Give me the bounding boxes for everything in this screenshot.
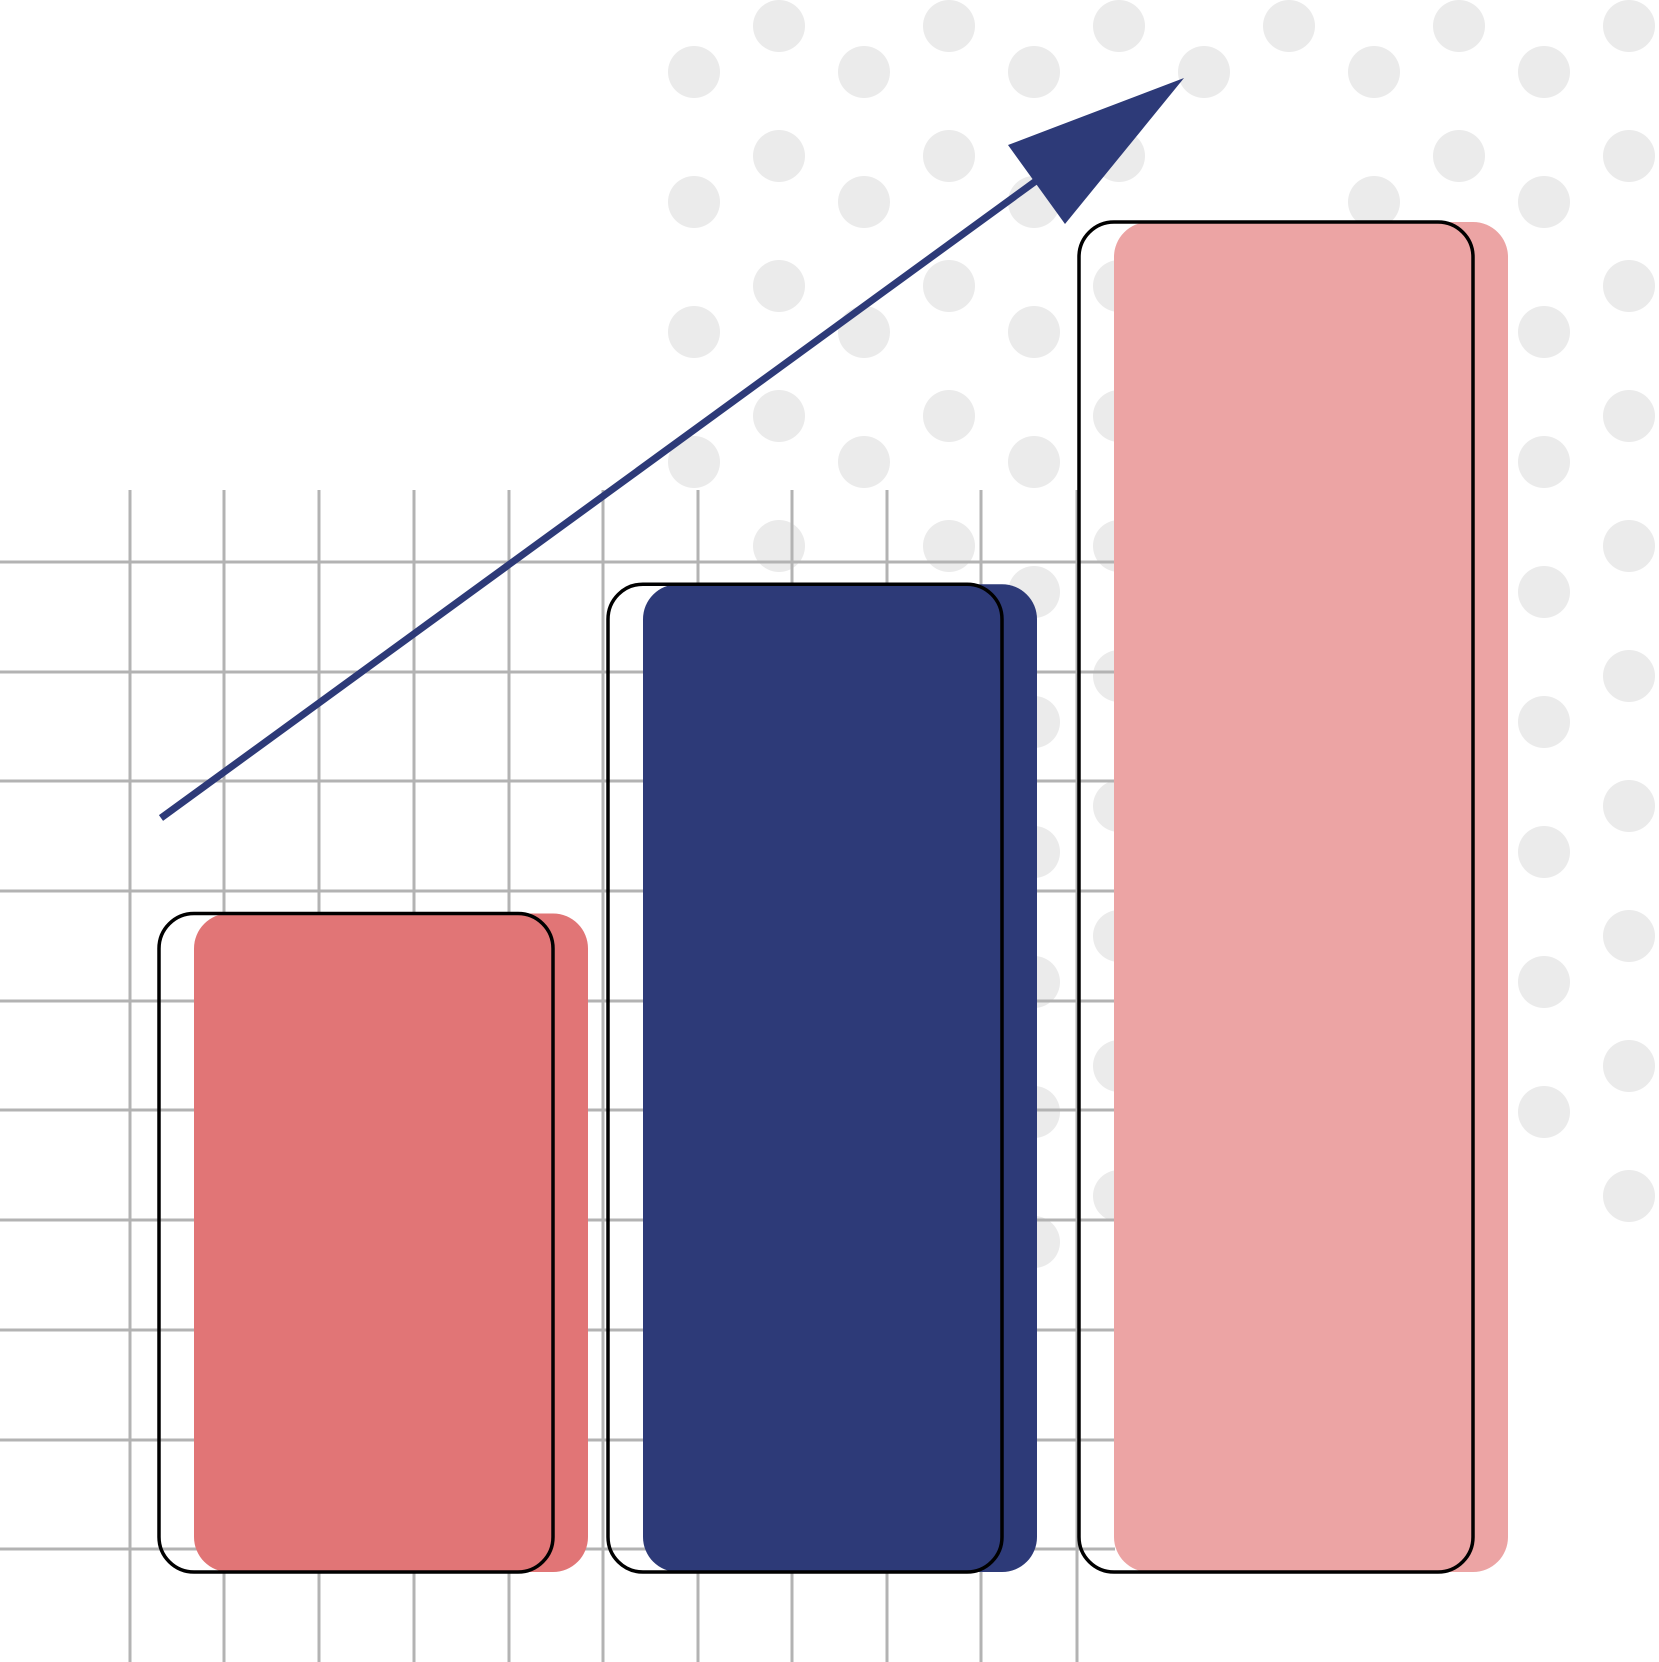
background-dot xyxy=(1518,306,1570,358)
background-dot xyxy=(923,390,975,442)
background-dot xyxy=(1518,436,1570,488)
background-dot xyxy=(1008,306,1060,358)
background-dot xyxy=(668,46,720,98)
trend-arrow-line xyxy=(158,175,1043,821)
background-dot xyxy=(1518,956,1570,1008)
background-dot xyxy=(753,0,805,52)
trend-arrow-head xyxy=(1008,78,1184,224)
background-dot xyxy=(753,390,805,442)
trend-arrow xyxy=(158,78,1184,821)
background-dot xyxy=(1603,390,1655,442)
background-dot xyxy=(1603,0,1655,52)
bar-fill xyxy=(1114,222,1508,1572)
background-dot xyxy=(1603,910,1655,962)
background-dot xyxy=(668,436,720,488)
background-dot xyxy=(1518,826,1570,878)
background-dot xyxy=(923,130,975,182)
bars xyxy=(157,220,1508,1574)
background-dot xyxy=(1518,696,1570,748)
background-dot xyxy=(1518,46,1570,98)
background-dot xyxy=(923,260,975,312)
background-dot xyxy=(1518,1086,1570,1138)
background-dot xyxy=(668,176,720,228)
background-dot xyxy=(1603,650,1655,702)
background-dot xyxy=(1603,780,1655,832)
background-dot xyxy=(1603,1040,1655,1092)
background-dot xyxy=(1433,130,1485,182)
background-dot xyxy=(1603,260,1655,312)
background-dot xyxy=(923,0,975,52)
background-dot xyxy=(1348,176,1400,228)
bar-fill xyxy=(643,584,1037,1572)
background-dot xyxy=(1518,566,1570,618)
background-dot xyxy=(1603,1170,1655,1222)
bar-fill xyxy=(194,913,588,1572)
background-dot xyxy=(1518,176,1570,228)
background-dot xyxy=(1603,130,1655,182)
background-dot xyxy=(838,306,890,358)
background-dot xyxy=(753,130,805,182)
background-dot xyxy=(1263,0,1315,52)
background-dot xyxy=(1008,46,1060,98)
background-dot xyxy=(668,306,720,358)
background-dot xyxy=(1008,436,1060,488)
bar-outline xyxy=(1077,220,1475,1574)
background-dot xyxy=(753,520,805,572)
background-dot xyxy=(1093,0,1145,52)
bar-outline xyxy=(157,911,555,1574)
background-dot xyxy=(753,260,805,312)
background-dot xyxy=(1178,46,1230,98)
background-dot xyxy=(1433,0,1485,52)
background-dot xyxy=(838,436,890,488)
background-dot xyxy=(923,520,975,572)
background-dot xyxy=(838,176,890,228)
background-dot xyxy=(1348,46,1400,98)
bar-outline xyxy=(606,582,1004,1574)
background-dot xyxy=(1603,520,1655,572)
background-dot xyxy=(838,46,890,98)
